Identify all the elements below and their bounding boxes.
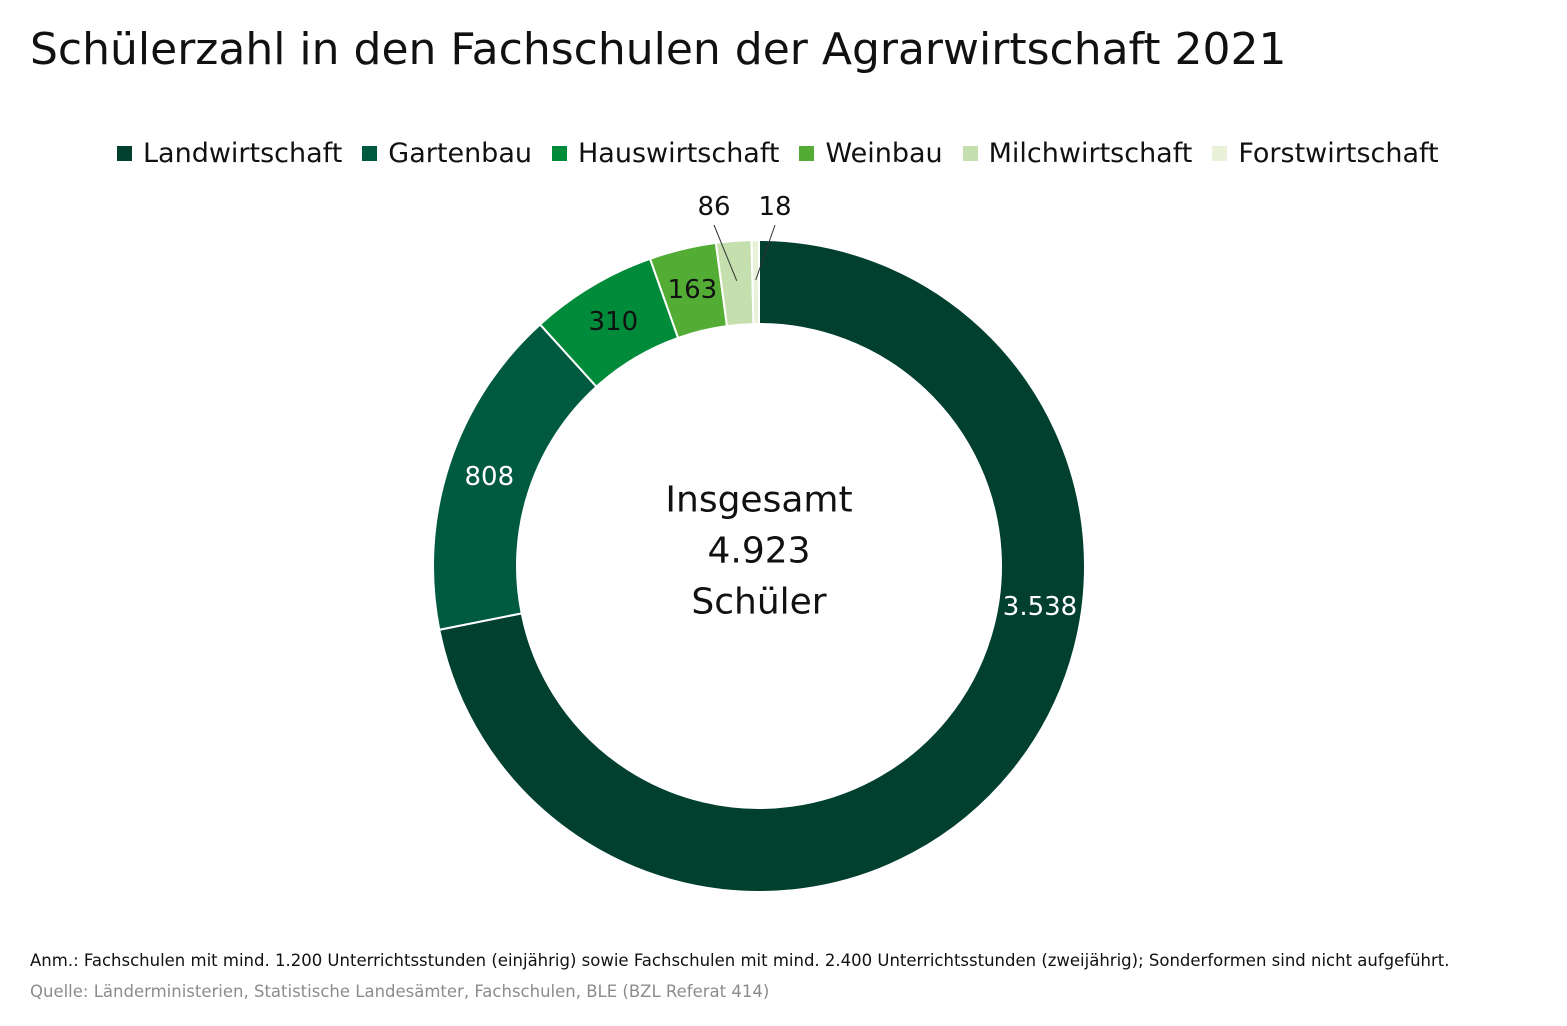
donut-slice-forstwirtschaft xyxy=(750,238,760,326)
legend-label: Hauswirtschaft xyxy=(577,137,780,169)
legend-label: Weinbau xyxy=(825,137,943,169)
legend-label: Gartenbau xyxy=(388,137,532,169)
legend-label: Landwirtschaft xyxy=(143,137,343,169)
data-label: 86 xyxy=(697,192,730,222)
data-label: 163 xyxy=(668,275,718,305)
footnote: Anm.: Fachschulen mit mind. 1.200 Unterr… xyxy=(30,951,1450,970)
chart-legend: Landwirtschaft Gartenbau Hauswirtschaft Wei… xyxy=(117,133,1459,173)
legend-label: Milchwirtschaft xyxy=(988,137,1193,169)
chart-title: Schülerzahl in den Fachschulen der Agrar… xyxy=(30,24,1287,75)
legend-item: Forstwirtschaft xyxy=(1212,137,1439,169)
legend-item: Milchwirtschaft xyxy=(962,137,1193,169)
source-note: Quelle: Länderministerien, Statistische … xyxy=(30,982,770,1001)
legend-label: Forstwirtschaft xyxy=(1238,137,1439,169)
data-label: 310 xyxy=(589,307,639,337)
legend-swatch xyxy=(962,145,978,161)
data-label: 18 xyxy=(758,192,791,222)
donut-slice-gartenbau xyxy=(432,323,598,631)
data-label: 808 xyxy=(464,462,514,492)
leader-line xyxy=(755,224,776,281)
legend-item: Hauswirtschaft xyxy=(551,137,780,169)
legend-swatch xyxy=(551,145,567,161)
legend-item: Weinbau xyxy=(799,137,943,169)
center-total-text: Insgesamt xyxy=(665,480,852,521)
center-total-text: 4.923 xyxy=(707,531,810,572)
legend-item: Gartenbau xyxy=(362,138,532,169)
data-label: 3.538 xyxy=(1003,592,1077,622)
legend-swatch xyxy=(799,145,815,161)
leader-line xyxy=(713,224,738,282)
legend-swatch xyxy=(362,145,378,161)
donut-slice-landwirtschaft xyxy=(438,238,1086,893)
legend-swatch xyxy=(1212,145,1228,161)
legend-swatch xyxy=(117,145,132,161)
center-total-text: Schüler xyxy=(691,582,826,623)
legend-item: Landwirtschaft xyxy=(117,138,342,169)
